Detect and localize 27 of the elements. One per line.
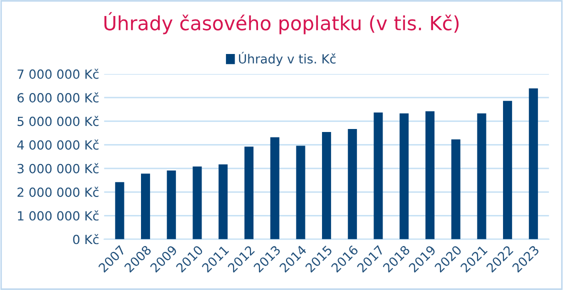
bar	[296, 146, 306, 240]
y-tick-label: 6 000 000 Kč	[18, 92, 99, 102]
bar	[503, 100, 512, 240]
y-tick-label: 0 Kč	[73, 234, 99, 244]
bar	[115, 182, 124, 240]
bar	[244, 146, 254, 240]
bar	[477, 113, 486, 240]
bar	[322, 132, 332, 240]
bar	[348, 128, 357, 240]
bar	[192, 166, 202, 240]
y-tick-label: 7 000 000 Kč	[18, 68, 99, 79]
legend-label: Úhrady v tis. Kč	[238, 52, 336, 66]
bar	[425, 111, 434, 240]
y-tick-label: 4 000 000 Kč	[17, 140, 99, 150]
y-tick-label: 5 000 000 Kč	[18, 116, 99, 126]
bar	[528, 88, 538, 240]
bar	[451, 139, 460, 240]
bar	[374, 112, 383, 240]
bar	[270, 137, 280, 240]
bar	[141, 174, 150, 240]
bar	[218, 164, 228, 240]
bar	[166, 170, 176, 240]
y-tick-label: 3 000 000 Kč	[18, 163, 99, 174]
bar	[400, 113, 409, 240]
y-tick-label: 1 000 000 Kč	[18, 210, 99, 221]
chart-title: Úhrady časového poplatku (v tis. Kč)	[104, 12, 459, 34]
y-tick-label: 2 000 000 Kč	[18, 186, 99, 197]
